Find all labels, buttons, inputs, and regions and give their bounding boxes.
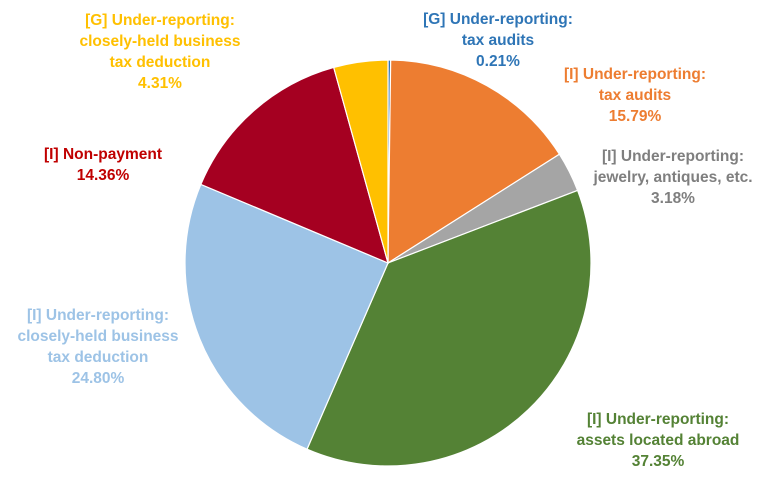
label-line: [I] Under-reporting: xyxy=(563,66,707,83)
label-line: tax deduction xyxy=(109,54,211,71)
pie-slice-6 xyxy=(332,59,389,264)
label-line: [I] Non-payment xyxy=(44,146,162,163)
label-line: [I] Under-reporting: xyxy=(26,307,170,324)
label-g-tax-audits: [G] Under-reporting: tax audits 0.21% xyxy=(398,9,598,72)
label-pct: 3.18% xyxy=(651,190,695,207)
label-pct: 0.21% xyxy=(476,53,520,70)
label-line: tax audits xyxy=(598,87,672,104)
label-pct: 24.80% xyxy=(71,370,125,387)
label-line: [G] Under-reporting: xyxy=(85,12,235,29)
label-i-tax-audits: [I] Under-reporting: tax audits 15.79% xyxy=(535,64,735,127)
label-line: jewelry, antiques, etc. xyxy=(593,169,753,186)
label-i-assets-abroad: [I] Under-reporting: assets located abro… xyxy=(558,409,758,472)
label-line: closely-held business xyxy=(17,328,179,345)
label-line: assets located abroad xyxy=(576,432,740,449)
label-line: [G] Under-reporting: xyxy=(423,11,573,28)
label-g-closely-held: [G] Under-reporting: closely-held busine… xyxy=(60,10,260,94)
label-pct: 15.79% xyxy=(608,108,662,125)
pie-slice-3 xyxy=(306,189,592,467)
label-i-jewelry: [I] Under-reporting: jewelry, antiques, … xyxy=(573,146,769,209)
label-i-closely-held: [I] Under-reporting: closely-held busine… xyxy=(0,305,196,389)
pie-slice-1 xyxy=(387,59,561,265)
label-line: tax audits xyxy=(461,32,535,49)
pie-slice-5 xyxy=(200,66,389,265)
label-line: tax deduction xyxy=(47,349,149,366)
label-i-non-payment: [I] Non-payment 14.36% xyxy=(18,144,188,186)
label-pct: 14.36% xyxy=(76,167,130,184)
pie-slice-4 xyxy=(184,183,389,450)
label-line: [I] Under-reporting: xyxy=(601,148,745,165)
label-line: [I] Under-reporting: xyxy=(586,411,730,428)
label-line: closely-held business xyxy=(79,33,241,50)
label-pct: 37.35% xyxy=(631,453,685,470)
label-pct: 4.31% xyxy=(138,75,182,92)
